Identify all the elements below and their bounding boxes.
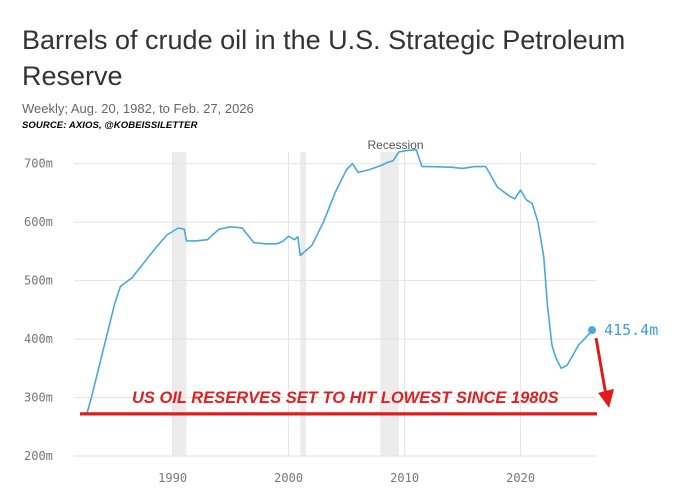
recession-band-0 — [172, 152, 187, 456]
chart-subtitle: Weekly; Aug. 20, 1982, to Feb. 27, 2026 — [22, 101, 254, 116]
x-tick-label-2000: 2000 — [274, 471, 303, 485]
y-tick-label-300: 300m — [24, 391, 53, 405]
y-tick-label-400: 400m — [24, 332, 53, 346]
recession-band-2 — [380, 152, 399, 456]
arrow-head — [598, 388, 615, 408]
x-tick-label-2010: 2010 — [390, 471, 419, 485]
endpoint-marker — [588, 326, 597, 335]
recession-band-1 — [300, 152, 306, 456]
series-line — [86, 148, 593, 415]
arrow-shaft — [594, 337, 608, 397]
endpoint-label: 415.4m — [604, 321, 658, 339]
y-tick-label-700: 700m — [24, 157, 53, 171]
chart-title: Barrels of crude oil in the U.S. Strateg… — [22, 25, 626, 91]
y-tick-label-500: 500m — [24, 274, 53, 288]
annotation-text: US OIL RESERVES SET TO HIT LOWEST SINCE … — [132, 389, 559, 407]
recession-label: Recession — [368, 138, 424, 152]
chart-source: SOURCE: AXIOS, @KOBEISSILETTER — [22, 120, 198, 131]
y-tick-label-600: 600m — [24, 215, 53, 229]
y-tick-label-200: 200m — [24, 449, 53, 463]
x-tick-label-1990: 1990 — [158, 471, 187, 485]
x-tick-label-2020: 2020 — [506, 471, 535, 485]
